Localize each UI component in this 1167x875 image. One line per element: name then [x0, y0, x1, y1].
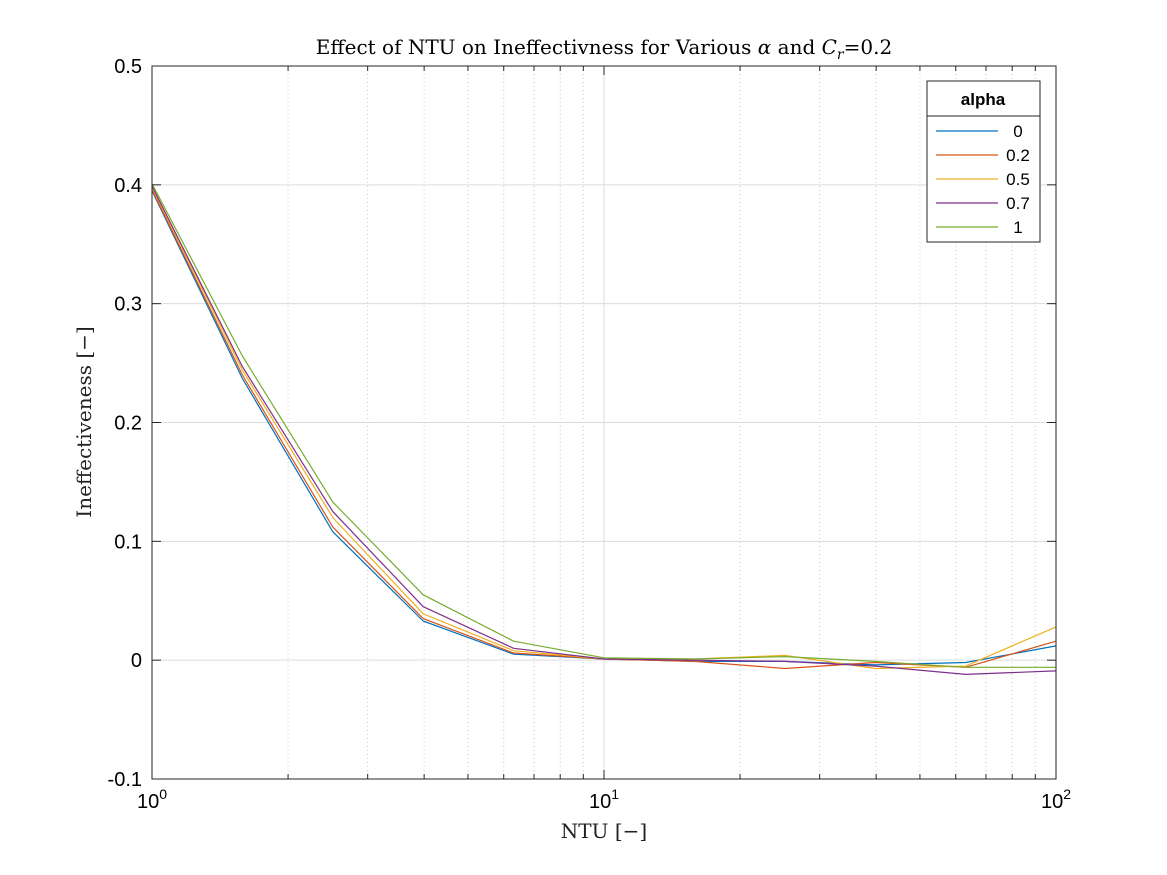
ticks [151, 65, 1057, 780]
y-tick-label: 0 [131, 650, 142, 672]
title-mid: and [771, 35, 821, 59]
y-tick-label: 0.3 [114, 294, 142, 316]
legend-label: 0.2 [1006, 146, 1030, 165]
y-tick-labels: -0.1 0 0.1 0.2 0.3 0.4 0.5 [108, 56, 142, 791]
legend[interactable]: alpha 0 0.2 0.5 0.7 1 [926, 80, 1041, 243]
legend-item[interactable]: 1 [936, 218, 1023, 237]
y-tick-label: 0.1 [114, 531, 142, 553]
legend-box [926, 80, 1041, 243]
legend-title: alpha [961, 90, 1006, 109]
legend-item[interactable]: 0 [936, 122, 1023, 141]
y-tick-label: 0.5 [114, 56, 142, 78]
x-tick-labels: 100 101 102 [137, 786, 1071, 813]
series-line-1 [151, 183, 1056, 668]
x-tick-label: 101 [589, 786, 619, 813]
title-c: C [822, 35, 837, 59]
title-main: Effect of NTU on Ineffectivness for Vari… [316, 35, 758, 59]
legend-label: 1 [1013, 218, 1022, 237]
y-tick-label: 0.4 [114, 175, 142, 197]
legend-label: 0 [1013, 122, 1022, 141]
x-axis-label: NTU [−] [561, 819, 647, 843]
series-lines [151, 183, 1057, 676]
y-axis-label: Ineffectiveness [−] [72, 326, 96, 517]
legend-label: 0.5 [1006, 170, 1030, 189]
y-tick-label: -0.1 [108, 769, 142, 791]
title-sub: r [837, 47, 845, 63]
chart-title: Effect of NTU on Ineffectivness for Vari… [316, 35, 892, 63]
legend-item[interactable]: 0.7 [936, 194, 1030, 213]
title-end: =0.2 [844, 35, 893, 59]
y-tick-label: 0.2 [114, 413, 142, 435]
x-tick-label: 100 [137, 786, 167, 813]
x-tick-label: 102 [1041, 786, 1071, 813]
legend-item[interactable]: 0.2 [936, 146, 1030, 165]
legend-items: 0 0.2 0.5 0.7 1 [936, 122, 1030, 237]
legend-label: 0.7 [1006, 194, 1030, 213]
legend-item[interactable]: 0.5 [936, 170, 1030, 189]
series-line-0.7 [151, 185, 1057, 676]
title-alpha: α [758, 35, 772, 59]
